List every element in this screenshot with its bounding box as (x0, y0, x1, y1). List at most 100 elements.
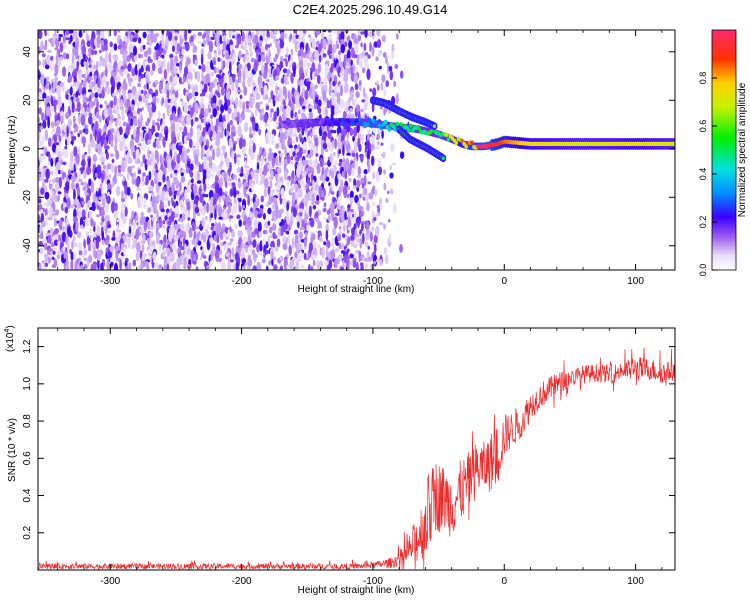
spectrogram-noise-cell (315, 211, 319, 219)
spectrogram-noise-cell (66, 136, 70, 146)
spectrogram-noise-cell (132, 37, 137, 43)
spectrogram-noise-cell (260, 154, 264, 167)
spectrogram-noise-cell (230, 259, 234, 263)
spectrogram-noise-cell (114, 211, 118, 220)
spectrogram-noise-cell (269, 234, 273, 239)
spectrogram-noise-cell (110, 48, 114, 53)
spectrogram-noise-cell (393, 80, 397, 87)
spectrogram-noise-cell (229, 238, 234, 243)
spectrogram-noise-cell (338, 257, 343, 261)
spectrogram-noise-cell (258, 128, 262, 136)
spectrogram-noise-cell (358, 60, 363, 69)
spectrogram-noise-cell (162, 219, 166, 225)
spectrogram-noise-cell (218, 49, 222, 56)
spectrogram-noise-cell (61, 133, 64, 141)
spectrogram-noise-cell (304, 215, 307, 225)
spectrogram-noise-cell (174, 36, 178, 41)
spectrogram-noise-cell (248, 244, 254, 252)
spectrogram-noise-cell (314, 200, 320, 205)
spectrogram-noise-cell (264, 123, 269, 127)
svg-text:(x104): (x104) (4, 325, 16, 352)
spectrogram-noise-cell (66, 197, 71, 210)
spectrogram-noise-cell (81, 87, 87, 97)
spectrogram-noise-cell (377, 166, 382, 176)
spectrogram-noise-cell (213, 66, 217, 74)
spectrogram-noise-cell (70, 170, 74, 174)
spectrogram-noise-cell (147, 207, 152, 213)
spectrogram-noise-cell (304, 59, 308, 68)
spectrogram-noise-cell (56, 194, 60, 202)
spectrogram-noise-cell (216, 111, 220, 120)
spectrogram-noise-cell (298, 243, 303, 252)
spectrogram-noise-cell (176, 260, 180, 270)
spectrogram-noise-cell (173, 194, 177, 200)
spectrogram-noise-cell (125, 265, 129, 270)
spectrogram-noise-cell (159, 45, 162, 58)
colorbar-tick-label: 0.8 (698, 72, 708, 85)
spectrogram-noise-cell (190, 35, 194, 43)
spectrogram-noise-cell (190, 200, 194, 209)
spectrogram-noise-cell (97, 259, 100, 270)
spectrogram-noise-cell (94, 92, 99, 99)
spectrogram-noise-cell (303, 30, 307, 35)
spectrogram-noise-cell (379, 105, 383, 110)
spectrogram-noise-cell (349, 253, 354, 259)
spectrogram-noise-cell (109, 245, 114, 253)
spectrogram-noise-cell (40, 153, 44, 157)
spectrogram-noise-cell (218, 216, 223, 220)
spectrogram-noise-cell (235, 79, 239, 89)
spectrogram-noise-cell (203, 115, 207, 127)
spectrogram-noise-cell (139, 228, 145, 234)
spectrogram-noise-cell (90, 263, 94, 270)
spectrogram-noise-cell (286, 105, 291, 117)
spectrogram-noise-cell (92, 263, 97, 270)
spectrogram-noise-cell (232, 30, 236, 33)
spectrogram-noise-cell (276, 167, 282, 175)
y-tick-label: 20 (22, 94, 33, 106)
signal-core (285, 125, 289, 130)
spectrogram-noise-cell (288, 244, 292, 256)
spectrogram-noise-cell (333, 151, 336, 157)
spectrogram-noise-cell (202, 169, 207, 181)
spectrogram-noise-cell (155, 42, 160, 51)
spectrogram-noise-cell (203, 234, 207, 244)
spectrogram-noise-cell (304, 246, 307, 250)
spectrogram-noise-cell (399, 151, 405, 159)
spectrogram-noise-cell (353, 141, 358, 153)
spectrogram-noise-cell (251, 140, 255, 144)
spectrogram-noise-cell (180, 206, 186, 214)
spectrogram-noise-cell (292, 257, 297, 261)
spectrogram-noise-cell (199, 194, 204, 203)
spectrogram-noise-cell (127, 236, 131, 249)
spectrogram-noise-cell (62, 161, 67, 166)
spectrogram-noise-cell (115, 150, 120, 160)
spectrogram-noise-cell (198, 164, 203, 173)
spectrogram-noise-cell (79, 71, 83, 81)
spectrogram-noise-cell (290, 110, 294, 119)
spectrogram-noise-cell (252, 142, 256, 153)
spectrogram-noise-cell (135, 148, 140, 161)
spectrogram-noise-cell (153, 259, 156, 263)
spectrogram-noise-cell (96, 249, 102, 261)
spectrogram-noise-cell (200, 148, 204, 160)
spectrogram-noise-cell (209, 82, 213, 93)
spectrogram-noise-cell (366, 149, 370, 161)
signal-core (287, 118, 291, 124)
spectrogram-noise-cell (197, 170, 200, 182)
signal-core (393, 127, 398, 132)
spectrogram-noise-cell (383, 108, 386, 116)
spectrogram-noise-cell (253, 218, 258, 228)
spectrogram-noise-cell (324, 97, 329, 102)
spectrogram-noise-cell (48, 248, 54, 252)
spectrogram-noise-cell (121, 161, 126, 173)
spectrogram-noise-cell (338, 143, 342, 151)
spectrogram-noise-cell (104, 44, 108, 52)
x-tick-label: 0 (501, 576, 507, 587)
spectrogram-noise-cell (73, 82, 78, 87)
spectrogram-noise-cell (189, 171, 194, 178)
spectrogram-noise-cell (274, 75, 280, 81)
spectrogram-noise-cell (245, 72, 249, 78)
spectrogram-noise-cell (298, 187, 303, 199)
spectrogram-noise-cell (372, 201, 376, 207)
spectrogram-noise-cell (215, 137, 220, 147)
